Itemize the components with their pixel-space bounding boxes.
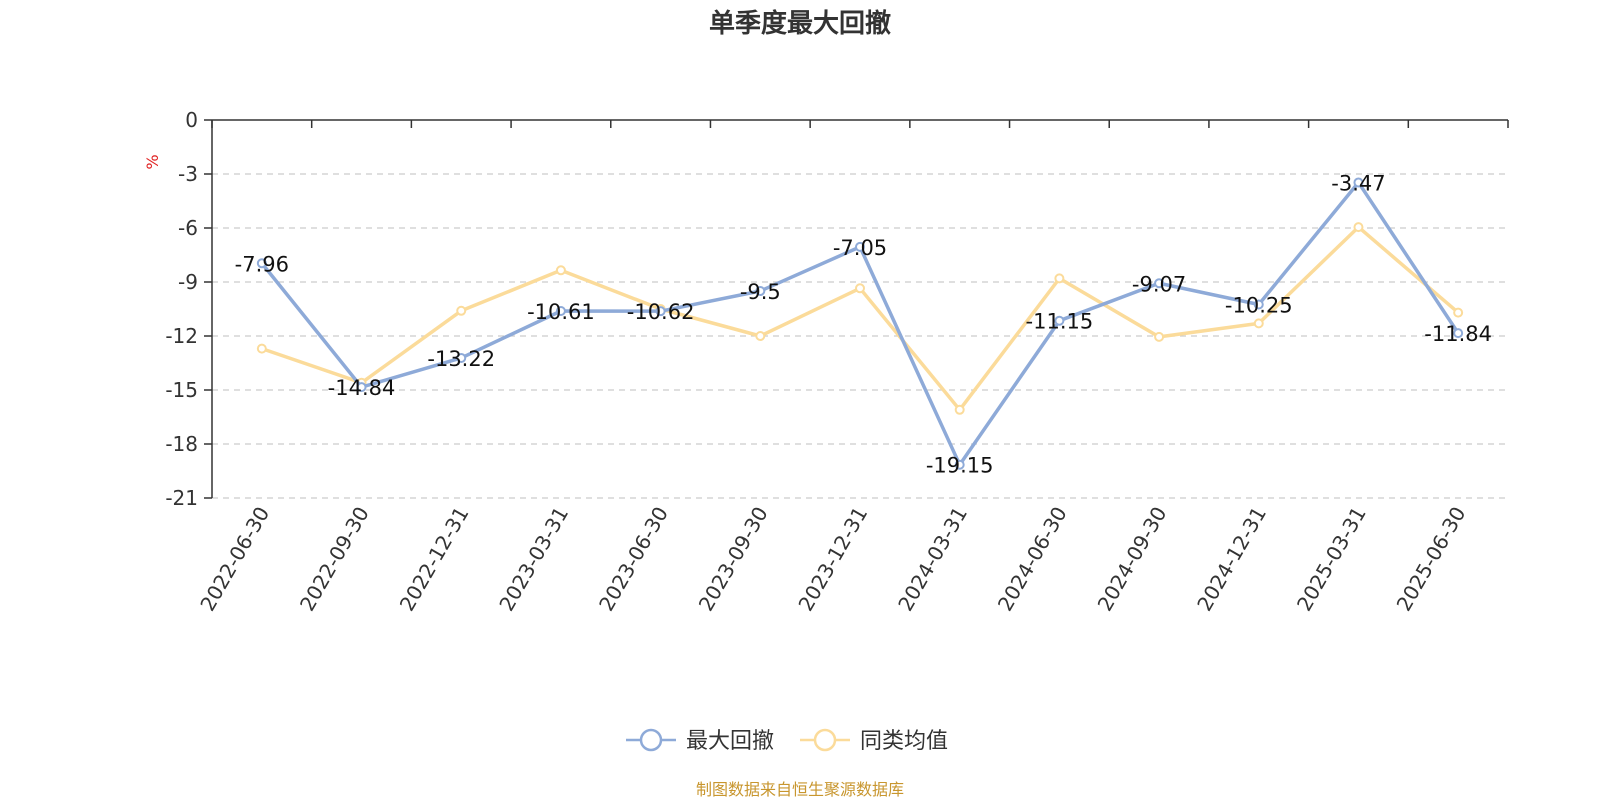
data-label: -13.22 <box>427 347 495 371</box>
data-point <box>356 382 367 393</box>
data-label: -11.84 <box>1424 322 1492 346</box>
data-labels: -7.96 -14.84 -13.22 -10.61 -10.62 -9.5 -7.05 -1… <box>235 171 1492 477</box>
data-point <box>1353 177 1364 188</box>
source-note: 制图数据来自恒生聚源数据库 <box>696 780 904 799</box>
data-point <box>1054 273 1065 284</box>
data-label: -14.84 <box>328 376 396 400</box>
legend-label: 最大回撤 <box>686 729 774 754</box>
x-tick-label: 2023-12-31 <box>793 503 872 616</box>
x-tick-label: 2023-06-30 <box>594 503 673 616</box>
y-tick-label: -18 <box>165 432 198 456</box>
data-point <box>256 258 267 269</box>
y-tick-label: 0 <box>185 108 198 132</box>
y-tick-label: -9 <box>178 270 198 294</box>
data-point <box>1253 318 1264 329</box>
data-point <box>1154 278 1165 289</box>
x-tick-label: 2022-12-31 <box>395 503 474 616</box>
data-point <box>1453 328 1464 339</box>
data-point <box>855 283 865 294</box>
y-tick-label: -6 <box>178 216 198 240</box>
data-point <box>1154 331 1165 342</box>
x-tick-label: 2025-06-30 <box>1392 503 1471 616</box>
data-point <box>755 331 766 341</box>
data-point <box>555 265 566 276</box>
y-tick-label: -3 <box>178 162 198 186</box>
data-point <box>456 305 467 316</box>
x-tick-label: 2022-06-30 <box>195 503 274 616</box>
x-tick-label: 2025-03-31 <box>1292 503 1371 616</box>
grid-lines <box>212 173 1508 499</box>
data-label: -3.47 <box>1331 171 1385 195</box>
data-label: -7.05 <box>833 236 887 260</box>
data-point <box>954 404 965 415</box>
chart-title: 单季度最大回撤 <box>709 8 891 39</box>
x-tick-label: 2023-03-31 <box>494 503 573 616</box>
data-point <box>456 352 467 363</box>
data-point <box>755 286 766 296</box>
data-label: -9.5 <box>740 280 781 304</box>
legend-marker <box>813 728 837 752</box>
x-tick-label: 2024-12-31 <box>1192 503 1271 616</box>
data-label: -9.07 <box>1132 272 1186 296</box>
data-point <box>256 343 267 354</box>
data-point <box>855 241 865 252</box>
data-point <box>1453 307 1464 318</box>
data-point <box>1253 299 1264 310</box>
legend[interactable]: 最大回撤 同类均值 <box>626 728 948 754</box>
x-tick-label: 2024-03-31 <box>893 503 972 616</box>
data-point <box>1054 315 1065 326</box>
x-tick-label: 2023-09-30 <box>694 503 773 616</box>
y-tick-label: -21 <box>165 486 198 510</box>
data-point <box>655 306 666 317</box>
legend-marker <box>639 728 663 752</box>
data-point <box>1353 222 1364 233</box>
y-tick-label: -12 <box>165 324 198 348</box>
data-label: -11.15 <box>1026 310 1094 334</box>
legend-label: 同类均值 <box>860 729 948 754</box>
data-label: -10.61 <box>527 300 595 324</box>
data-label: -7.96 <box>235 252 289 276</box>
x-tick-label: 2024-06-30 <box>993 503 1072 616</box>
y-axis-unit: % <box>143 154 162 169</box>
data-point <box>954 459 965 470</box>
y-tick-label: -15 <box>165 378 198 402</box>
data-point <box>555 305 566 316</box>
data-label: -19.15 <box>926 454 994 478</box>
data-label: -10.25 <box>1225 294 1293 318</box>
series-group <box>256 177 1464 470</box>
data-label: -10.62 <box>627 300 695 324</box>
x-tick-label: 2022-09-30 <box>295 503 374 616</box>
x-tick-label: 2024-09-30 <box>1093 503 1172 616</box>
